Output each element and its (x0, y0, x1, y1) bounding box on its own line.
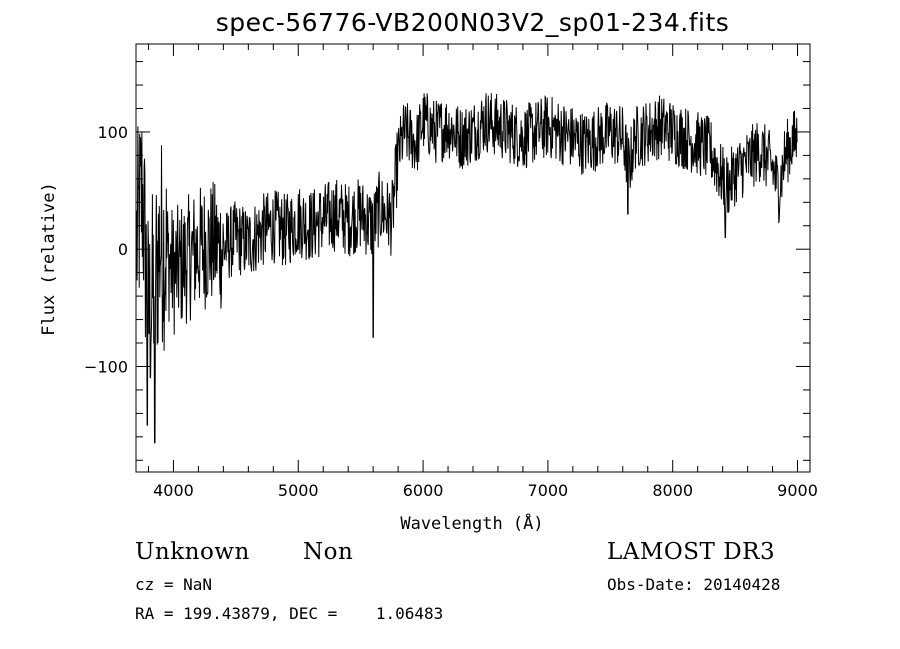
x-tick-label: 6000 (403, 481, 444, 500)
x-tick-label: 7000 (528, 481, 569, 500)
x-tick-label: 8000 (652, 481, 693, 500)
redshift-label: cz = NaN (135, 575, 213, 594)
x-tick-label: 5000 (278, 481, 319, 500)
x-tick-label: 4000 (153, 481, 194, 500)
plot-frame (135, 43, 811, 473)
y-tick-label: 0 (118, 240, 128, 259)
chart-title: spec-56776-VB200N03V2_sp01-234.fits (215, 8, 730, 37)
x-tick-label: 9000 (777, 481, 818, 500)
classification-label: Unknown (135, 539, 250, 565)
obs-date-label: Obs-Date: 20140428 (607, 575, 781, 594)
survey-label: LAMOST DR3 (607, 539, 776, 565)
coordinates-label: RA = 199.43879, DEC = 1.06483 (135, 604, 444, 623)
y-tick-label: 100 (97, 123, 128, 142)
plot-axes (135, 43, 811, 473)
subclass-label: Non (303, 539, 354, 565)
axis-ticks (136, 44, 810, 472)
y-tick-label: −100 (84, 357, 128, 376)
spectrum-line (136, 93, 798, 444)
x-axis-label: Wavelength (Å) (400, 512, 543, 534)
tick-labels: 4000 5000 6000 7000 8000 9000 −100 0 100 (84, 123, 818, 500)
y-axis-label: Flux (relative) (39, 182, 59, 336)
